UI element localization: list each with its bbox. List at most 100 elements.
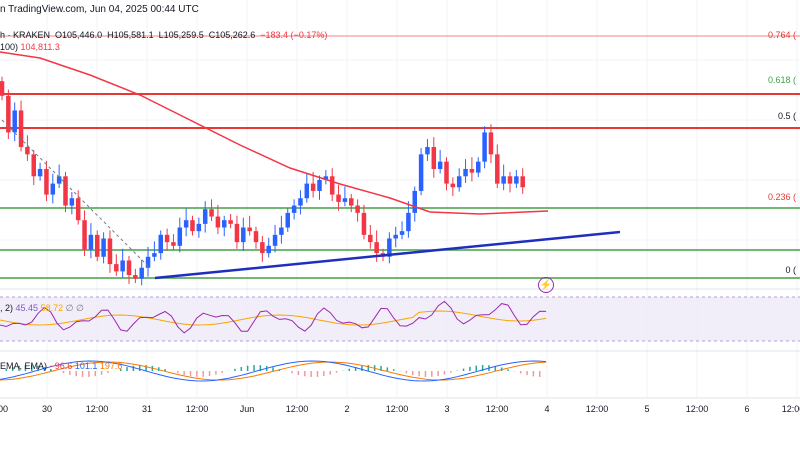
lightning-icon[interactable]: ⚡ (538, 277, 554, 293)
candle-body (368, 234, 373, 243)
candle-body (361, 212, 367, 235)
candle-body (202, 209, 208, 224)
candle-body (75, 198, 81, 221)
fib-label-05: 0.5 ( (777, 111, 796, 121)
candle-body (374, 242, 379, 254)
candle-body (463, 168, 468, 177)
rsi-ma-line (0, 310, 547, 326)
fib-label-0764: 0.764 ( (767, 30, 796, 40)
candle-body (495, 154, 500, 184)
x-tick: 2 (344, 404, 350, 414)
candle-body (285, 212, 290, 228)
candle-body (241, 227, 246, 243)
candle-body (145, 256, 151, 268)
candle-body (158, 234, 163, 254)
x-tick: 12:00 (485, 404, 509, 414)
projection-line (1, 119, 151, 269)
candle-body (355, 205, 360, 213)
rsi-band (0, 297, 800, 341)
ma-100-line (0, 51, 549, 215)
x-tick: 30 (41, 404, 53, 414)
x-tick: 00 (0, 404, 9, 414)
candle-body (196, 223, 202, 232)
candle-body (431, 147, 437, 169)
x-tick: 3 (444, 404, 450, 414)
candle-body (247, 227, 252, 232)
fib-label-0618: 0.618 ( (767, 75, 796, 85)
candle-body (260, 242, 265, 254)
candle-body (228, 220, 233, 224)
candle-body (501, 176, 506, 184)
bullish-trendline (154, 230, 621, 280)
candle-body (393, 234, 398, 239)
x-tick: 12:00 (85, 404, 109, 414)
candle-body (152, 253, 157, 257)
candle-body (342, 198, 348, 202)
candle-body (329, 176, 335, 195)
candle-body (107, 238, 113, 265)
candle-body (425, 147, 430, 155)
candle-body (507, 176, 513, 184)
ma-legend: 100) 104,811.3 (0, 42, 60, 52)
candle-body (101, 238, 106, 257)
macd-legend: EMA, EMA) −96.6 101.1 197.6 (0, 361, 123, 371)
candle-body (514, 176, 519, 184)
candle-body (95, 234, 100, 257)
candle-body (171, 242, 176, 246)
candle-body (82, 220, 87, 250)
candle-body (25, 147, 30, 155)
candle-body (279, 227, 284, 235)
x-tick: 12:00 (185, 404, 209, 414)
x-tick: 12:00 (285, 404, 309, 414)
candle-body (406, 212, 411, 232)
candle-body (266, 245, 271, 254)
candle-body (488, 132, 494, 155)
candle-body (222, 220, 227, 228)
candle-body (298, 198, 303, 206)
candle-body (209, 209, 214, 217)
candle-body (399, 231, 405, 235)
x-tick: 12:00 (685, 404, 709, 414)
x-tick: 12:00 (585, 404, 609, 414)
candle-body (412, 190, 417, 213)
x-tick: 4 (544, 404, 550, 414)
candle-body (50, 183, 56, 195)
candle-body (88, 234, 94, 250)
candle-body (520, 176, 525, 188)
candle-body (317, 179, 322, 191)
candle-body (120, 260, 125, 272)
candle-body (190, 220, 195, 232)
candle-body (291, 205, 297, 213)
candle-body (444, 161, 449, 184)
candle-body (253, 231, 259, 243)
ohlc-legend: h · KRAKEN O105,446.0 H105,581.1 L105,25… (0, 30, 328, 40)
candle-body (44, 168, 49, 195)
candle-body (234, 223, 240, 243)
x-tick: Jun (239, 404, 255, 414)
rsi-line (0, 300, 547, 334)
candle-body (450, 183, 456, 188)
rsi-legend: , 2) 45.45 58.72 ∅ ∅ (0, 303, 84, 313)
x-tick: 5 (644, 404, 650, 414)
candle-body (114, 264, 119, 272)
x-tick: 12:00 (781, 404, 800, 414)
x-tick: 12:00 (385, 404, 409, 414)
candle-body (139, 267, 144, 279)
candle-body (18, 110, 24, 148)
macd-line (0, 360, 547, 382)
x-tick: 6 (744, 404, 750, 414)
candle-body (63, 176, 68, 206)
candle-body (69, 198, 75, 206)
candle-body (304, 183, 310, 199)
candle-body (6, 95, 11, 133)
fib-label-0236: 0.236 ( (767, 192, 796, 202)
candle-body (37, 168, 43, 177)
candle-body (437, 161, 443, 169)
candle-body (336, 194, 341, 202)
candle-body (323, 176, 329, 180)
candle-body (456, 176, 462, 188)
candle-body (482, 132, 487, 162)
candle-body (418, 154, 424, 191)
candle-body (177, 227, 183, 246)
